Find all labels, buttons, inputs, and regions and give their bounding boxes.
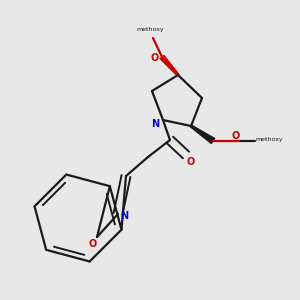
Text: N: N [151,119,159,129]
Text: methoxy: methoxy [255,137,283,142]
Text: O: O [89,239,97,249]
Text: N: N [120,211,128,221]
Polygon shape [190,125,215,143]
Polygon shape [160,55,179,76]
Text: O: O [187,157,195,167]
Text: methoxy: methoxy [136,28,164,32]
Text: O: O [232,131,240,141]
Text: O: O [151,53,159,63]
